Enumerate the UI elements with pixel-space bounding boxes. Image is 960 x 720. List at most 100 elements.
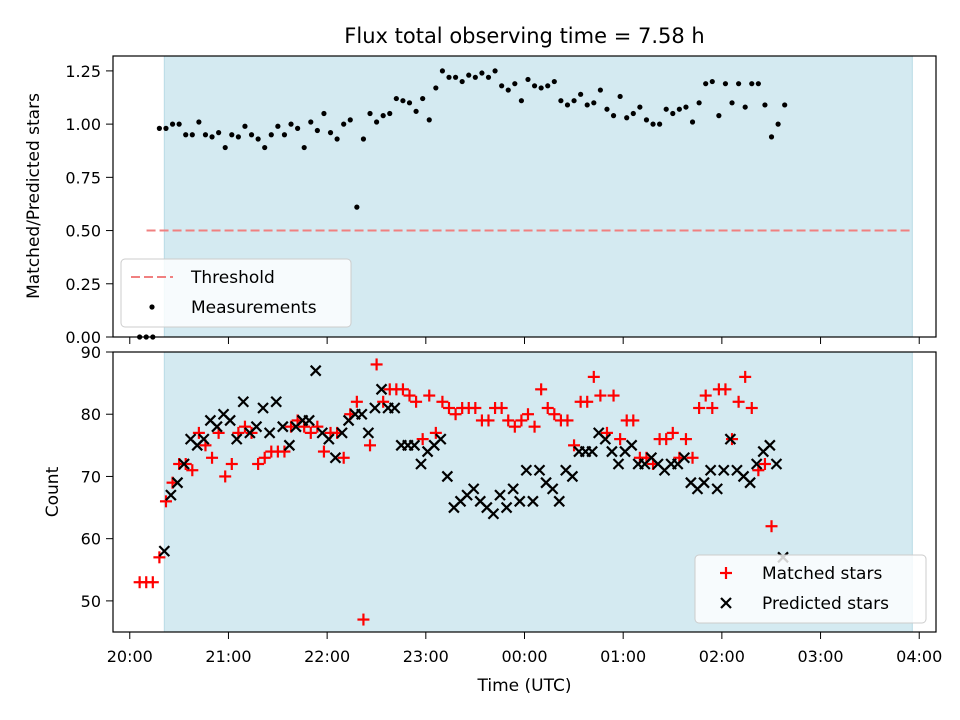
measurement-point <box>235 134 241 140</box>
measurement-point <box>216 130 222 136</box>
measurement-point <box>196 119 202 125</box>
matched-star-point <box>416 433 429 446</box>
bottom-y-tick-label: 90 <box>81 343 101 362</box>
measurement-point <box>722 81 729 87</box>
predicted-star-point <box>329 451 342 464</box>
matched-star-point <box>245 426 258 439</box>
matched-star-point <box>350 395 363 408</box>
predicted-star-point <box>369 402 381 414</box>
predicted-star-point <box>546 483 559 495</box>
top-y-tick-label: 0.00 <box>65 328 101 347</box>
predicted-star-point <box>724 433 737 445</box>
measurement-point <box>420 95 426 102</box>
bottom-y-tick-label: 80 <box>81 405 101 424</box>
measurement-point <box>406 100 413 106</box>
matched-star-point <box>568 439 581 452</box>
top-y-tick-label: 0.50 <box>65 222 101 241</box>
measurement-point <box>492 68 498 74</box>
matched-star-point <box>278 445 291 458</box>
predicted-star-point <box>434 433 447 445</box>
matched-star-point <box>699 389 712 402</box>
measurement-point <box>689 119 696 125</box>
predicted-star-point <box>165 489 177 501</box>
matched-star-point <box>252 458 265 470</box>
measurement-point <box>452 74 459 80</box>
measurement-point <box>433 85 439 91</box>
matched-star-point <box>666 426 679 439</box>
predicted-star-point <box>375 383 388 396</box>
measurement-point <box>663 106 669 112</box>
top-chart-title: Flux total observing time = 7.58 h <box>344 24 704 48</box>
matched-star-point <box>528 420 541 433</box>
measurement-point <box>716 113 722 119</box>
matched-star-point <box>594 389 607 402</box>
matched-star-point <box>179 458 192 470</box>
matched-star-point <box>581 395 594 408</box>
bottom-legend-box <box>694 554 927 624</box>
predicted-star-point <box>612 458 625 470</box>
top-y-ticks: 0.00 0.25 0.50 0.75 1.00 1.25 <box>65 62 113 347</box>
top-legend-box <box>120 258 352 328</box>
legend-measurements-swatch <box>149 304 155 310</box>
measurement-point <box>782 102 788 108</box>
predicted-star-point <box>224 414 236 427</box>
measurement-point <box>242 123 248 129</box>
legend-matched-swatch <box>720 567 732 579</box>
measurement-point <box>222 144 228 151</box>
measurement-point <box>413 108 419 114</box>
predicted-star-point <box>533 464 546 477</box>
measurement-point <box>156 125 162 131</box>
measurement-point <box>176 121 182 127</box>
legend-predicted-swatch <box>720 597 732 609</box>
predicted-star-point <box>362 427 375 439</box>
measurement-point <box>295 125 301 131</box>
measurement-point <box>262 144 268 151</box>
measurement-point <box>525 76 531 83</box>
bottom-x-axis-label: Time (UTC) <box>477 676 572 696</box>
matched-star-point <box>535 383 548 396</box>
measurement-point <box>446 74 452 80</box>
measurement-point <box>512 81 518 87</box>
predicted-star-point <box>520 464 533 477</box>
predicted-star-point <box>257 402 269 414</box>
bottom-x-tick-label: 02:00 <box>699 647 745 666</box>
predicted-star-points <box>158 364 789 564</box>
measurement-point <box>736 81 742 87</box>
matched-star-point <box>614 433 627 446</box>
measurement-point <box>499 83 505 89</box>
predicted-star-point <box>178 458 190 470</box>
predicted-star-point <box>770 458 783 470</box>
bottom-legend: Matched stars Predicted stars <box>694 554 927 624</box>
measurement-point <box>459 78 465 85</box>
top-y-tick-label: 0.75 <box>65 168 101 187</box>
measurement-point <box>531 83 538 89</box>
measurement-point <box>367 110 373 117</box>
predicted-star-point <box>487 507 500 520</box>
measurement-point <box>571 98 577 104</box>
measurement-point <box>466 72 472 78</box>
predicted-star-point <box>309 364 322 377</box>
top-y-tick-label: 1.25 <box>65 62 101 81</box>
predicted-star-point <box>711 483 723 495</box>
matched-star-point <box>548 408 561 421</box>
matched-star-point <box>186 464 199 477</box>
legend-predicted-label: Predicted stars <box>762 594 889 614</box>
measurement-point <box>169 121 176 127</box>
predicted-star-point <box>744 476 756 489</box>
predicted-star-point <box>606 445 618 458</box>
matched-star-point <box>469 402 482 414</box>
matched-star-point <box>311 420 324 433</box>
bottom-y-tick-label: 60 <box>81 530 101 549</box>
matched-star-point <box>159 495 172 508</box>
predicted-star-point <box>467 483 480 495</box>
matched-star-point <box>449 408 462 421</box>
measurement-point <box>703 81 709 87</box>
matched-star-point <box>541 402 554 414</box>
matched-star-point <box>726 433 739 446</box>
measurement-point <box>558 98 564 104</box>
measurement-point <box>255 136 261 142</box>
matched-star-point <box>396 383 409 396</box>
predicted-star-point <box>415 458 427 470</box>
predicted-star-point <box>750 458 763 470</box>
